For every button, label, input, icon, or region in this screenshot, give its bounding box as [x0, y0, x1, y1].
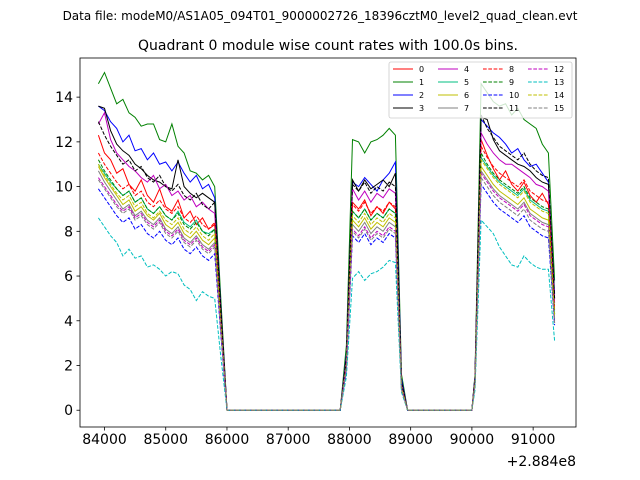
y-tick-label: 14 [55, 90, 73, 106]
x-tick-label: 88000 [327, 432, 372, 448]
x-tick-label: 85000 [143, 432, 188, 448]
x-tick-label: 91000 [511, 432, 556, 448]
legend-label-2: 2 [419, 91, 424, 100]
legend-label-10: 10 [509, 91, 519, 100]
legend-label-8: 8 [509, 65, 514, 74]
series-line-10 [97, 182, 556, 411]
legend-label-1: 1 [419, 78, 424, 87]
legend-label-12: 12 [554, 65, 564, 74]
y-tick-label: 8 [64, 224, 73, 240]
y-tick-label: 12 [55, 135, 73, 151]
y-tick-label: 6 [64, 269, 73, 285]
y-tick-label: 2 [64, 359, 73, 375]
legend-label-14: 14 [554, 91, 564, 100]
legend-frame [388, 61, 573, 119]
series-line-11 [97, 114, 556, 411]
legend-label-11: 11 [509, 104, 519, 113]
x-tick-label: 89000 [388, 432, 433, 448]
legend-label-6: 6 [464, 91, 469, 100]
legend-label-3: 3 [419, 104, 424, 113]
legend-label-7: 7 [464, 104, 469, 113]
series-line-15 [97, 176, 556, 411]
series-line-14 [97, 158, 556, 411]
axes-frame [79, 57, 577, 428]
series-line-7 [97, 169, 556, 411]
legend-label-13: 13 [554, 78, 564, 87]
y-tick-label: 0 [64, 403, 73, 419]
series-line-4 [97, 111, 556, 411]
x-tick-label: 90000 [450, 432, 495, 448]
series-line-12 [97, 171, 556, 411]
x-offset-label: +2.884e8 [507, 454, 576, 470]
y-tick-label: 10 [55, 180, 73, 196]
y-tick-label: 4 [64, 314, 73, 330]
legend-label-9: 9 [509, 78, 514, 87]
series-line-13 [97, 217, 556, 411]
x-tick-label: 84000 [82, 432, 127, 448]
plot-area: 84000 85000 86000 87000 88000 89000 90000 91000… [55, 57, 577, 448]
legend-label-0: 0 [419, 65, 424, 74]
legend-label-15: 15 [554, 104, 564, 113]
legend-label-5: 5 [464, 78, 469, 87]
x-tick-label: 87000 [266, 432, 311, 448]
figure-suptitle: Data file: modeM0/AS1A05_094T01_90000027… [63, 9, 578, 23]
series-line-6 [97, 164, 556, 411]
legend-label-4: 4 [464, 65, 469, 74]
chart-title: Quadrant 0 module wise count rates with … [138, 38, 518, 54]
series-line-5 [97, 155, 556, 411]
series-line-0 [97, 135, 556, 411]
x-tick-label: 86000 [205, 432, 250, 448]
